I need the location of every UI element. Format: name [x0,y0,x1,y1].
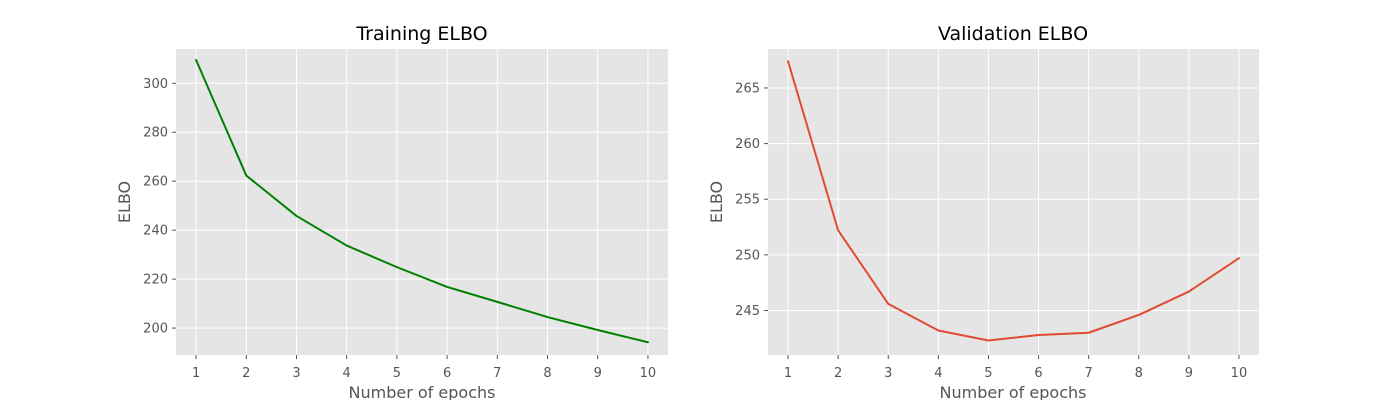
y-tick-label: 200 [143,322,168,337]
y-tick-label: 300 [143,77,168,92]
x-tick-label: 5 [393,366,401,381]
series-line [787,60,1240,342]
x-tick-label: 10 [1231,366,1248,381]
x-tick-label: 8 [543,366,551,381]
y-axis-label: ELBO [115,181,134,223]
x-tick-label: 3 [292,366,300,381]
chart-title: Validation ELBO [938,23,1088,45]
plot-area [768,49,1259,355]
x-tick-label: 7 [493,366,501,381]
y-tick-label: 250 [735,248,760,263]
x-tick-label: 6 [1034,366,1042,381]
x-axis-label: Number of epochs [349,383,496,400]
x-tick-label: 7 [1085,366,1093,381]
validation-elbo-chart: Validation ELBO Number of epochs ELBO 1 2… [707,23,1259,400]
training-elbo-chart: Training ELBO Number of epochs ELBO 1 2 3 4… [115,23,668,400]
y-tick-label: 255 [735,193,760,208]
x-tick-label: 10 [640,366,657,381]
y-tick-label: 220 [143,273,168,288]
x-tick-label: 8 [1135,366,1143,381]
x-tick-label: 2 [242,366,250,381]
x-tick-label: 9 [594,366,602,381]
x-tick-label: 1 [784,366,792,381]
y-tick-label: 260 [735,137,760,152]
x-tick-label: 9 [1185,366,1193,381]
y-tick-label: 260 [143,175,168,190]
x-tick-label: 6 [443,366,451,381]
y-tick-label: 245 [735,304,760,319]
y-axis-label: ELBO [707,181,726,223]
x-tick-label: 2 [834,366,842,381]
x-tick-label: 1 [192,366,200,381]
chart-title: Training ELBO [355,23,487,45]
x-tick-label: 4 [343,366,351,381]
y-tick-label: 265 [735,81,760,96]
y-tick-label: 280 [143,126,168,141]
x-axis-label: Number of epochs [940,383,1087,400]
x-tick-label: 3 [884,366,892,381]
plot-area [176,49,668,355]
x-tick-label: 4 [934,366,942,381]
x-tick-label: 5 [984,366,992,381]
y-tick-label: 240 [143,224,168,239]
series-line [195,59,649,344]
